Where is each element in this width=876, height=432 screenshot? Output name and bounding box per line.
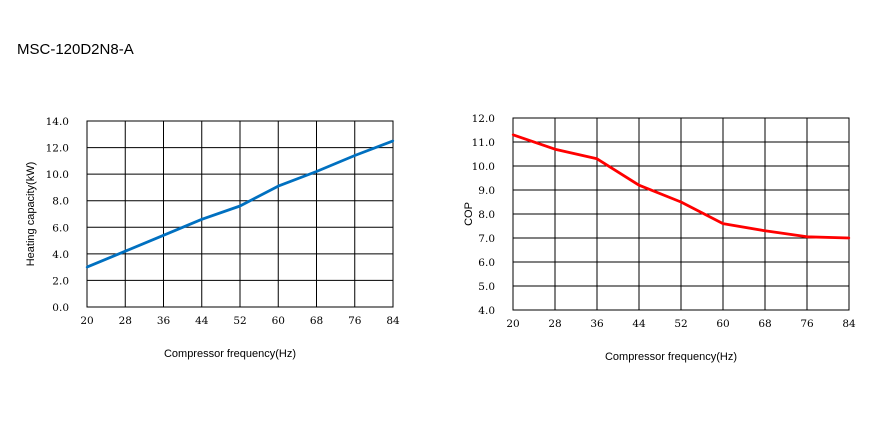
capacity-x-tick-label: 76 [348, 315, 362, 327]
capacity-x-tick-label: 20 [80, 315, 93, 327]
capacity-x-axis-label: Compressor frequency(Hz) [164, 348, 296, 360]
cop-y-tick-label: 5.0 [478, 281, 495, 293]
cop-data-point [595, 157, 599, 160]
cop-y-axis-label: COP [463, 202, 475, 226]
capacity-data-point [353, 154, 356, 157]
cop-y-tick-label: 9.0 [478, 185, 495, 197]
capacity-y-tick-label: 2.0 [52, 275, 69, 287]
capacity-x-tick-label: 84 [386, 315, 400, 327]
cop-data-point [721, 222, 725, 225]
cop-x-tick-label: 20 [506, 318, 519, 330]
cop-x-tick-label: 68 [758, 318, 771, 330]
cop-y-tick-label: 8.0 [478, 209, 495, 221]
capacity-x-tick-label: 52 [233, 315, 246, 327]
capacity-data-point [124, 250, 127, 253]
capacity-x-tick-label: 28 [119, 315, 132, 327]
cop-x-tick-label: 28 [548, 318, 561, 330]
capacity-y-tick-label: 12.0 [46, 143, 69, 155]
cop-y-tick-label: 10.0 [472, 161, 495, 173]
cop-y-tick-label: 6.0 [478, 257, 495, 269]
capacity-data-point [238, 204, 242, 208]
cop-data-point [805, 235, 809, 238]
capacity-x-tick-label: 60 [272, 315, 285, 327]
capacity-x-tick-label: 68 [310, 315, 323, 327]
capacity-y-tick-label: 4.0 [52, 249, 69, 261]
cop-data-point [637, 184, 641, 187]
cop-x-tick-label: 52 [674, 318, 687, 330]
cop-x-tick-label: 76 [800, 318, 814, 330]
capacity-data-point [391, 139, 395, 143]
capacity-y-tick-label: 6.0 [52, 222, 69, 234]
capacity-y-tick-label: 14.0 [46, 116, 69, 128]
capacity-x-tick-label: 44 [195, 315, 209, 327]
cop-y-tick-label: 12.0 [472, 113, 495, 125]
cop-data-point [511, 133, 515, 136]
capacity-data-point [85, 265, 89, 269]
capacity-data-point [200, 218, 203, 221]
cop-data-point [679, 200, 683, 204]
cop-y-tick-label: 4.0 [478, 305, 495, 317]
cop-x-tick-label: 36 [590, 318, 604, 330]
capacity-y-tick-label: 0.0 [52, 302, 69, 314]
capacity-y-tick-label: 8.0 [52, 196, 69, 208]
capacity-x-tick-label: 36 [157, 315, 171, 327]
capacity-y-axis-label: Heating capacity(kW) [25, 162, 37, 267]
cop-data-point [553, 148, 557, 151]
cop-x-tick-label: 60 [716, 318, 729, 330]
cop-x-tick-label: 84 [842, 318, 856, 330]
cop-x-axis-label: Compressor frequency(Hz) [605, 351, 737, 363]
capacity-y-tick-label: 10.0 [46, 169, 69, 181]
capacity-data-point [277, 184, 280, 188]
cop-data-point [847, 236, 851, 240]
capacity-data-point [162, 234, 165, 237]
page-title: MSC-120D2N8-A [17, 41, 134, 58]
cop-data-point [763, 229, 767, 232]
cop-y-tick-label: 7.0 [478, 233, 495, 245]
capacity-data-point [315, 170, 318, 173]
cop-x-tick-label: 44 [632, 318, 646, 330]
cop-y-tick-label: 11.0 [472, 137, 495, 149]
